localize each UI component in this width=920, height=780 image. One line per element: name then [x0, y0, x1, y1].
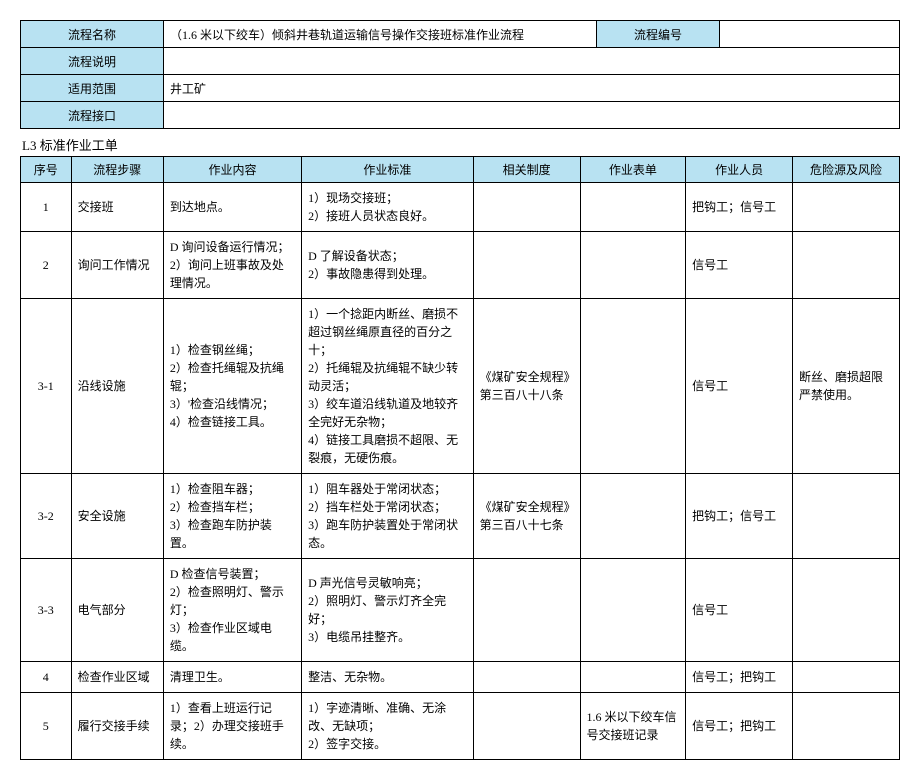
cell-seq: 3-1 — [21, 299, 72, 474]
cell-seq: 3-3 — [21, 559, 72, 662]
section-title: L3 标准作业工单 — [22, 135, 900, 154]
cell-standard: D 声光信号灵敏响亮；2）照明灯、警示灯齐全完好；3）电缆吊挂整齐。 — [302, 559, 474, 662]
table-row: 5履行交接手续1）查看上班运行记录；2）办理交接班手续。1）字迹清晰、准确、无涂… — [21, 693, 900, 760]
col-header-form: 作业表单 — [580, 157, 686, 183]
cell-content: 1）检查阻车器；2）检查挡车栏；3）检查跑车防护装置。 — [163, 474, 301, 559]
cell-form — [580, 559, 686, 662]
process-code-value — [720, 21, 900, 48]
cell-system — [473, 232, 580, 299]
process-desc-label: 流程说明 — [21, 48, 164, 75]
cell-content: D 询问设备运行情况；2）询问上班事故及处理情况。 — [163, 232, 301, 299]
cell-content: 1）查看上班运行记录；2）办理交接班手续。 — [163, 693, 301, 760]
cell-risk — [793, 693, 900, 760]
table-row: 3-3电气部分D 检查信号装置；2）检查照明灯、警示灯；3）检查作业区域电缆。D… — [21, 559, 900, 662]
table-row: 2询问工作情况D 询问设备运行情况；2）询问上班事故及处理情况。D 了解设备状态… — [21, 232, 900, 299]
process-scope-label: 适用范围 — [21, 75, 164, 102]
cell-person: 把钩工；信号工 — [686, 183, 793, 232]
cell-form — [580, 662, 686, 693]
cell-seq: 5 — [21, 693, 72, 760]
process-interface-value — [164, 102, 900, 129]
cell-person: 信号工 — [686, 559, 793, 662]
cell-system — [473, 183, 580, 232]
cell-content: 到达地点。 — [163, 183, 301, 232]
cell-content: D 检查信号装置；2）检查照明灯、警示灯；3）检查作业区域电缆。 — [163, 559, 301, 662]
cell-seq: 1 — [21, 183, 72, 232]
cell-standard: D 了解设备状态；2）事故隐患得到处理。 — [302, 232, 474, 299]
cell-standard: 整洁、无杂物。 — [302, 662, 474, 693]
cell-risk — [793, 183, 900, 232]
cell-form — [580, 183, 686, 232]
process-desc-value — [164, 48, 900, 75]
cell-risk — [793, 232, 900, 299]
cell-risk — [793, 559, 900, 662]
process-name-value: （1.6 米以下绞车）倾斜井巷轨道运输信号操作交接班标准作业流程 — [164, 21, 597, 48]
cell-person: 信号工；把钩工 — [686, 693, 793, 760]
process-name-label: 流程名称 — [21, 21, 164, 48]
cell-person: 信号工 — [686, 299, 793, 474]
cell-step: 履行交接手续 — [71, 693, 163, 760]
cell-person: 信号工 — [686, 232, 793, 299]
cell-seq: 4 — [21, 662, 72, 693]
cell-standard: 1）阻车器处于常闭状态；2）挡车栏处于常闭状态；3）跑车防护装置处于常闭状态。 — [302, 474, 474, 559]
cell-form — [580, 232, 686, 299]
col-header-content: 作业内容 — [163, 157, 301, 183]
cell-system: 《煤矿安全规程》第三百八十七条 — [473, 474, 580, 559]
cell-system — [473, 693, 580, 760]
cell-standard: 1）一个捻距内断丝、磨损不超过钢丝绳原直径的百分之十；2）托绳辊及抗绳辊不缺少转… — [302, 299, 474, 474]
cell-risk — [793, 474, 900, 559]
col-header-standard: 作业标准 — [302, 157, 474, 183]
cell-content: 清理卫生。 — [163, 662, 301, 693]
process-code-label: 流程编号 — [597, 21, 720, 48]
cell-risk: 断丝、磨损超限严禁使用。 — [793, 299, 900, 474]
cell-step: 安全设施 — [71, 474, 163, 559]
cell-step: 交接班 — [71, 183, 163, 232]
table-row: 3-2安全设施1）检查阻车器；2）检查挡车栏；3）检查跑车防护装置。1）阻车器处… — [21, 474, 900, 559]
table-row: 4检查作业区域清理卫生。整洁、无杂物。 信号工；把钩工 — [21, 662, 900, 693]
col-header-person: 作业人员 — [686, 157, 793, 183]
cell-seq: 3-2 — [21, 474, 72, 559]
cell-system — [473, 559, 580, 662]
cell-system: 《煤矿安全规程》第三百八十八条 — [473, 299, 580, 474]
col-header-risk: 危险源及风险 — [793, 157, 900, 183]
cell-form — [580, 299, 686, 474]
table-row: 1交接班到达地点。1）现场交接班；2）接班人员状态良好。 把钩工；信号工 — [21, 183, 900, 232]
cell-step: 检查作业区域 — [71, 662, 163, 693]
cell-standard: 1）现场交接班；2）接班人员状态良好。 — [302, 183, 474, 232]
cell-form: 1.6 米以下绞车信号交接班记录 — [580, 693, 686, 760]
process-interface-label: 流程接口 — [21, 102, 164, 129]
col-header-seq: 序号 — [21, 157, 72, 183]
cell-system — [473, 662, 580, 693]
cell-risk — [793, 662, 900, 693]
cell-content: 1）检查钢丝绳；2）检查托绳辊及抗绳辊；3）'检查沿线情况；4）检查链接工具。 — [163, 299, 301, 474]
process-scope-value: 井工矿 — [164, 75, 900, 102]
table-row: 3-1沿线设施1）检查钢丝绳；2）检查托绳辊及抗绳辊；3）'检查沿线情况；4）检… — [21, 299, 900, 474]
cell-form — [580, 474, 686, 559]
col-header-system: 相关制度 — [473, 157, 580, 183]
cell-standard: 1）字迹清晰、准确、无涂改、无缺项；2）签字交接。 — [302, 693, 474, 760]
cell-person: 信号工；把钩工 — [686, 662, 793, 693]
col-header-step: 流程步骤 — [71, 157, 163, 183]
cell-step: 询问工作情况 — [71, 232, 163, 299]
cell-step: 电气部分 — [71, 559, 163, 662]
cell-person: 把钩工；信号工 — [686, 474, 793, 559]
cell-seq: 2 — [21, 232, 72, 299]
cell-step: 沿线设施 — [71, 299, 163, 474]
